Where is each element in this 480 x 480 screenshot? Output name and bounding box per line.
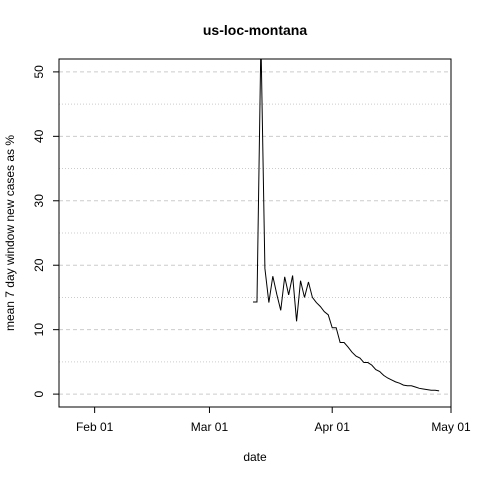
- chart-title: us-loc-montana: [203, 22, 307, 38]
- y-tick-label: 20: [32, 258, 46, 272]
- y-tick-label: 40: [32, 129, 46, 143]
- y-tick-label: 0: [32, 390, 46, 397]
- x-axis-label: date: [243, 450, 267, 464]
- x-tick-label: Feb 01: [76, 420, 114, 434]
- x-tick-label: Apr 01: [315, 420, 351, 434]
- series-layer: [253, 59, 440, 392]
- x-axis: Feb 01 Mar 01 Apr 01 May 01: [76, 407, 471, 434]
- y-tick-label: 50: [32, 65, 46, 79]
- y-tick-label: 30: [32, 194, 46, 208]
- x-tick-label: Mar 01: [191, 420, 229, 434]
- y-tick-label: 10: [32, 323, 46, 337]
- x-tick-label: May 01: [431, 420, 471, 434]
- y-axis: 0 10 20 30 40 50: [32, 65, 59, 397]
- series-line: [253, 59, 440, 392]
- y-axis-label: mean 7 day window new cases as %: [3, 135, 17, 331]
- gridlines: [59, 71, 451, 395]
- plot-frame: [58, 58, 452, 408]
